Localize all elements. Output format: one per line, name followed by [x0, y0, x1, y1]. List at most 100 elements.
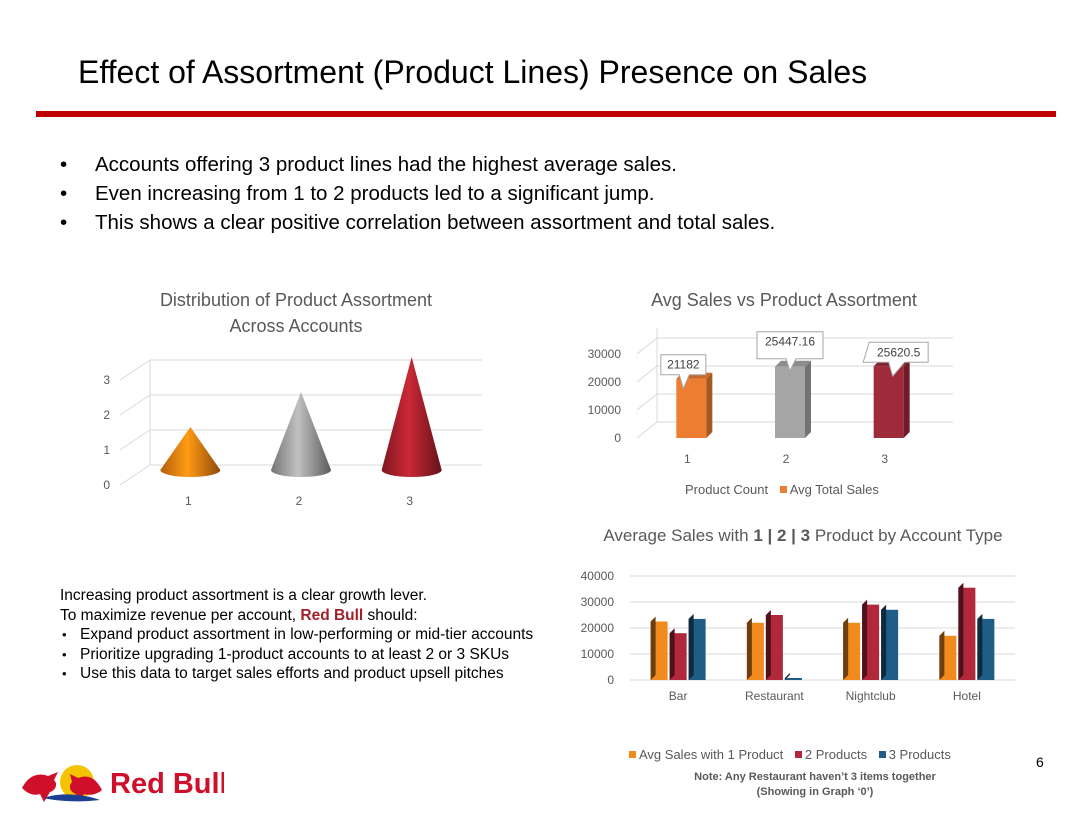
account-bar-side [843, 617, 849, 680]
account-bar-side [669, 628, 675, 680]
legend-series-name: Avg Total Sales [789, 482, 879, 497]
account-type-title-suffix: Product by Account Type [810, 526, 1003, 545]
avg-sales-bar [676, 378, 707, 438]
cone-chart-title-line2: Across Accounts [229, 316, 363, 336]
recommendation-list: Expand product assortment in low-perform… [60, 625, 600, 684]
legend-swatch [794, 751, 802, 759]
legend-series-name: 2 Products [804, 747, 868, 762]
legend-series-name: 3 Products [888, 747, 951, 762]
y-tick-label: 0 [103, 478, 110, 492]
restaurant-note: Note: Any Restaurant haven’t 3 items tog… [640, 770, 990, 800]
gridline [636, 337, 658, 355]
cone-bar [381, 357, 442, 478]
y-tick-label: 20000 [588, 375, 622, 389]
logo-bull-left-icon [22, 772, 58, 802]
x-tick-label: Nightclub [846, 689, 896, 703]
legend-swatch [878, 751, 886, 759]
x-tick-label: 3 [881, 452, 888, 466]
x-tick-label: 1 [684, 452, 691, 466]
logo-base-icon [44, 794, 100, 802]
x-tick-label: 3 [406, 494, 413, 508]
cone-chart-title: Distribution of Product Assortment Acros… [116, 287, 476, 339]
data-label: 25620.5 [877, 345, 921, 359]
avg-sales-legend: Product Count Avg Total Sales [685, 482, 887, 497]
account-bar-side [746, 617, 752, 680]
legend-item: 3 Products [878, 747, 951, 762]
recommendation-item: Use this data to target sales efforts an… [60, 664, 600, 684]
y-tick-label: 3 [103, 373, 110, 387]
x-tick-label: 2 [296, 494, 303, 508]
avg-sales-bar [775, 366, 805, 438]
legend-item: Avg Total Sales [779, 482, 879, 497]
finding-bullet: Even increasing from 1 to 2 products led… [60, 179, 775, 208]
account-bar [784, 678, 802, 680]
cone-bar [160, 427, 221, 478]
gridline [119, 429, 151, 451]
account-type-title-prefix: Average Sales with [603, 526, 754, 545]
legend-swatch [779, 486, 787, 494]
legend-series-name: Product Count [685, 482, 769, 497]
data-label: 21182 [667, 358, 700, 372]
account-bar-side [862, 599, 868, 680]
slide-title: Effect of Assortment (Product Lines) Pre… [78, 54, 868, 90]
legend-swatch [629, 751, 636, 759]
finding-bullet: This shows a clear positive correlation … [60, 208, 775, 237]
avg-sales-bar-side [805, 360, 811, 438]
data-label: 25447.16 [765, 335, 815, 349]
legend-item: Avg Sales with 1 Product [629, 747, 783, 762]
account-bar-side [939, 630, 945, 680]
red-bull-logo: Red Bull [22, 765, 224, 802]
gridline [636, 393, 658, 411]
gridline [119, 464, 151, 486]
logo-wordmark: Red Bull [110, 768, 224, 800]
x-tick-label: Bar [669, 689, 688, 703]
account-bar-side [688, 613, 694, 680]
y-tick-label: 40000 [581, 569, 615, 583]
legend-item: Product Count [685, 482, 768, 497]
account-bar-side [784, 673, 790, 680]
cone-chart-title-line1: Distribution of Product Assortment [159, 290, 433, 310]
x-tick-label: 1 [185, 494, 192, 508]
y-tick-label: 1 [103, 443, 110, 457]
account-bar-side [765, 610, 771, 680]
gridline [119, 394, 151, 416]
recommendation-callout: Increasing product assortment is a clear… [60, 586, 600, 684]
gridline [636, 421, 658, 439]
cone-bar [271, 392, 331, 477]
note-line: (Showing in Graph ‘0’) [756, 786, 874, 798]
account-bar-side [650, 616, 656, 680]
y-tick-label: 10000 [588, 403, 622, 417]
legend-series-name: Avg Sales with 1 Product [639, 747, 784, 762]
callout-line: Increasing product assortment is a clear… [60, 587, 428, 604]
y-tick-label: 2 [103, 408, 110, 422]
y-tick-label: 0 [607, 673, 614, 687]
callout-line: To maximize revenue per account, Red Bul… [60, 606, 600, 626]
data-callout-box [862, 341, 929, 378]
y-tick-label: 0 [614, 431, 621, 445]
y-tick-label: 30000 [588, 347, 622, 361]
gridline [119, 359, 151, 381]
account-bar-side [977, 613, 983, 680]
avg-sales-bar-side [706, 372, 713, 438]
x-tick-label: 2 [783, 452, 790, 466]
recommendation-item: Prioritize upgrading 1-product accounts … [60, 645, 600, 665]
data-callout-box [660, 354, 707, 391]
x-tick-label: Restaurant [745, 689, 804, 703]
callout-prefix: To maximize revenue per account, [60, 606, 301, 624]
y-tick-label: 30000 [581, 595, 615, 609]
account-bar-side [958, 582, 964, 680]
page-number: 6 [1036, 754, 1044, 770]
avg-sales-chart: 0 10000 20000 30000 1 21182 2 25447.16 3 25620.5 [588, 328, 953, 466]
x-tick-label: Hotel [953, 689, 981, 703]
gridline [636, 365, 658, 383]
account-type-legend: Avg Sales with 1 Product 2 Products 3 Pr… [629, 747, 959, 762]
logo-bull-right-icon [69, 774, 102, 802]
account-type-title-bold: 1 | 2 | 3 [753, 526, 811, 545]
brand-name: Red Bull [300, 606, 364, 624]
data-callout-box [756, 331, 824, 373]
recommendation-item: Expand product assortment in low-perform… [60, 625, 600, 645]
callout-suffix: should: [363, 606, 418, 624]
account-bar-side [881, 604, 887, 680]
